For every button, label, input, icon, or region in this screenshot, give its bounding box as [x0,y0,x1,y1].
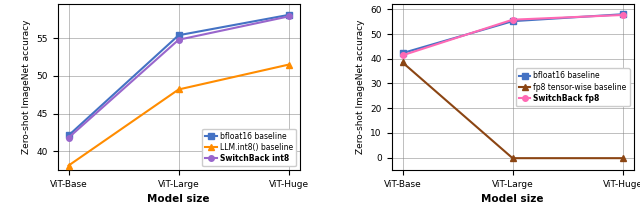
LLM.int8() baseline [285,63,292,66]
LLM.int8() baseline [65,164,72,167]
fp8 tensor-wise baseline [619,157,627,160]
bfloat16 baseline [175,34,182,37]
bfloat16 baseline [399,52,406,54]
bfloat16 baseline [285,14,292,16]
Line: bfloat16 baseline: bfloat16 baseline [400,12,625,56]
SwitchBack fp8 [399,54,406,57]
Line: bfloat16 baseline: bfloat16 baseline [66,12,291,138]
SwitchBack fp8 [509,18,516,21]
SwitchBack fp8 [619,14,627,16]
bfloat16 baseline [65,134,72,137]
fp8 tensor-wise baseline [399,61,406,64]
bfloat16 baseline [619,13,627,15]
Legend: bfloat16 baseline, fp8 tensor-wise baseline, SwitchBack fp8: bfloat16 baseline, fp8 tensor-wise basel… [516,68,630,106]
Line: SwitchBack fp8: SwitchBack fp8 [400,12,625,58]
Line: fp8 tensor-wise baseline: fp8 tensor-wise baseline [400,60,625,161]
X-axis label: Model size: Model size [481,194,544,204]
SwitchBack int8 [65,136,72,139]
SwitchBack int8 [175,38,182,41]
SwitchBack int8 [285,15,292,18]
Y-axis label: Zero-shot ImageNet accuracy: Zero-shot ImageNet accuracy [356,20,365,154]
Y-axis label: Zero-shot ImageNet accuracy: Zero-shot ImageNet accuracy [22,20,31,154]
LLM.int8() baseline [175,88,182,91]
X-axis label: Model size: Model size [147,194,210,204]
Legend: bfloat16 baseline, LLM.int8() baseline, SwitchBack int8: bfloat16 baseline, LLM.int8() baseline, … [202,129,296,166]
bfloat16 baseline [509,20,516,22]
Line: LLM.int8() baseline: LLM.int8() baseline [66,62,291,168]
fp8 tensor-wise baseline [509,157,516,160]
Line: SwitchBack int8: SwitchBack int8 [66,14,291,140]
